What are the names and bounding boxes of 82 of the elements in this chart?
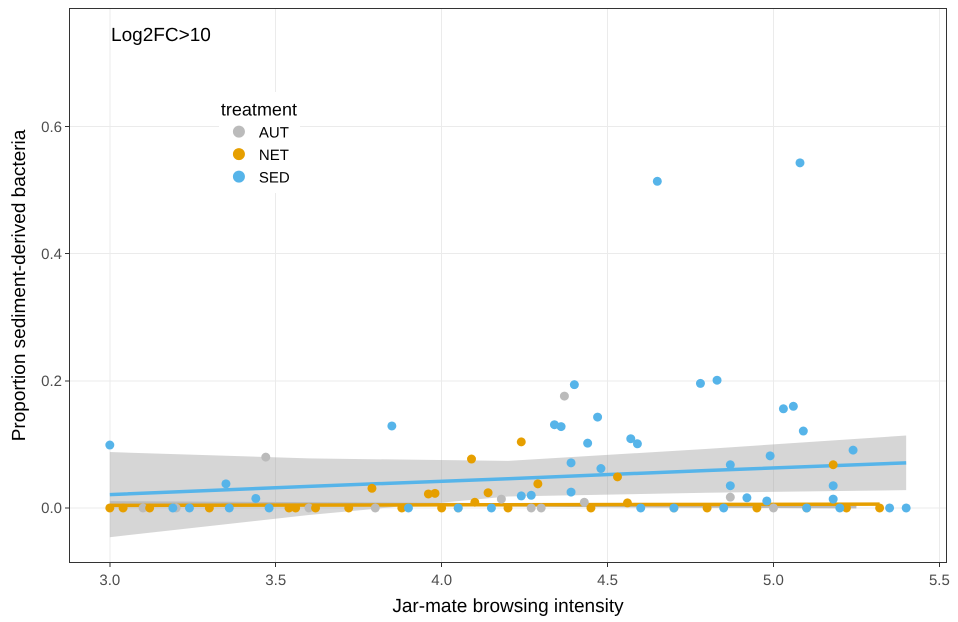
point [536,503,546,512]
point [885,503,894,512]
point [828,460,838,470]
y-tick-label: 0.0 [41,500,62,518]
x-tick-label: 3.0 [99,572,120,589]
point [184,503,194,512]
point [796,158,804,168]
x-tick-label: 3.5 [265,572,286,589]
legend-title: treatment [220,99,297,120]
point [828,494,838,504]
x-tick-label: 4.5 [597,572,618,589]
point [596,464,606,474]
point [367,484,376,493]
point [798,426,808,436]
y-tick-label: 0.4 [41,246,62,263]
point [251,494,260,503]
x-axis-title: Jar-mate browsing intensity [392,596,624,617]
point [719,503,728,512]
point [221,479,230,488]
point [902,503,911,512]
point [264,503,274,512]
point [742,493,752,502]
point [712,376,722,385]
point [560,392,569,401]
point [516,437,526,446]
point [762,496,772,506]
point [430,488,440,498]
point [613,472,622,482]
point [470,498,480,507]
point [261,452,270,462]
point [726,492,735,502]
x-tick-label: 5.5 [928,572,950,589]
point [778,404,788,414]
point [586,503,596,512]
point [636,503,646,512]
point [496,494,506,504]
point [224,503,234,512]
point [566,458,576,468]
point [526,503,536,512]
point [556,422,566,432]
line-series [108,461,908,496]
legend-label: AUT [258,124,289,142]
y-tick-label: 0.2 [41,373,62,390]
point [105,440,114,450]
point [566,488,576,497]
y-axis-title: Proportion sediment-derived bacteria [8,129,30,442]
point [580,498,589,507]
point [835,503,844,512]
point [145,503,154,512]
point [387,421,396,430]
point [652,176,662,186]
point [105,503,114,512]
point [570,380,579,390]
point [766,451,775,460]
point [626,434,636,444]
point [533,479,542,488]
legend-label: NET [258,146,289,164]
point [404,503,413,512]
point [583,438,592,448]
x-tick-label: 4.0 [431,572,452,589]
point [768,503,778,512]
point [875,503,884,512]
point [168,503,178,512]
point [788,402,798,411]
legend-label: SED [258,169,290,186]
y-tick-label: 0.6 [41,118,62,136]
point [848,446,858,455]
point [484,488,493,498]
point [467,454,476,464]
x-tick-label: 5.0 [763,572,784,589]
annotation: Log2FC>10 [111,25,211,46]
point [696,378,705,388]
point [632,439,642,448]
point [622,498,632,508]
point [593,412,602,422]
point [516,491,526,500]
point [526,490,536,500]
point [486,503,496,512]
point [118,503,128,512]
point [726,481,735,490]
point [370,503,380,512]
point [828,481,838,490]
